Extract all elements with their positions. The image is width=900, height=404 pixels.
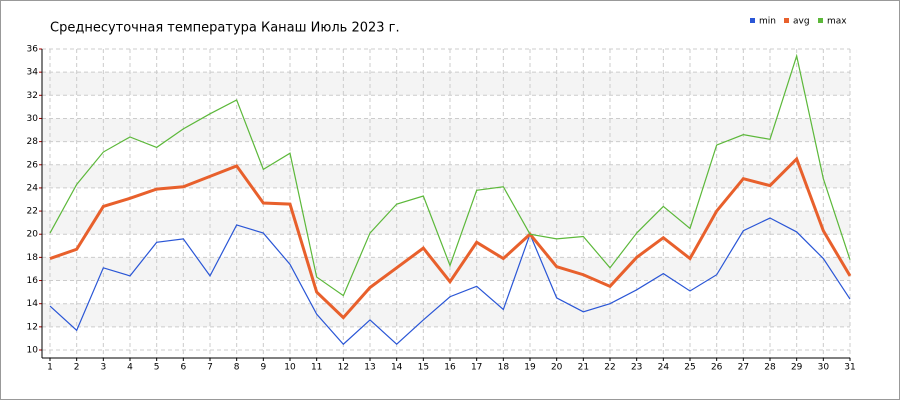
y-tick-label: 24 — [27, 183, 39, 193]
x-tick-label: 22 — [604, 363, 615, 373]
y-tick-label: 20 — [27, 230, 39, 240]
x-tick-label: 31 — [844, 363, 855, 373]
x-tick-label: 30 — [818, 363, 830, 373]
x-tick-label: 11 — [311, 363, 322, 373]
y-tick-label: 32 — [27, 91, 38, 101]
y-tick-label: 16 — [27, 276, 39, 286]
x-tick-label: 4 — [127, 363, 133, 373]
x-tick-label: 24 — [658, 363, 670, 373]
legend-swatch — [818, 18, 823, 23]
x-tick-label: 27 — [738, 363, 749, 373]
x-tick-label: 17 — [471, 363, 482, 373]
grid-band — [42, 164, 850, 188]
y-tick-label: 12 — [27, 322, 38, 332]
y-tick-label: 34 — [27, 68, 39, 78]
x-tick-label: 16 — [444, 363, 456, 373]
x-tick-label: 5 — [154, 363, 160, 373]
series-line — [49, 156, 852, 320]
x-tick-label: 6 — [180, 363, 186, 373]
x-tick-label: 20 — [551, 363, 563, 373]
y-tick-label: 22 — [27, 207, 38, 217]
legend-label: min — [759, 17, 776, 27]
x-tick-label: 1 — [47, 363, 53, 373]
y-tick-label: 26 — [27, 160, 39, 170]
legend-swatch — [784, 18, 789, 23]
legend-swatch — [750, 18, 755, 23]
grid-band — [42, 118, 850, 142]
y-tick-label: 28 — [27, 137, 39, 147]
x-tick-label: 12 — [338, 363, 349, 373]
x-tick-label: 19 — [524, 363, 536, 373]
x-tick-label: 10 — [284, 363, 296, 373]
series-line — [49, 217, 851, 346]
x-tick-label: 13 — [364, 363, 375, 373]
x-tick-label: 25 — [684, 363, 695, 373]
x-tick-label: 29 — [791, 363, 803, 373]
x-tick-label: 15 — [418, 363, 429, 373]
x-tick-label: 23 — [631, 363, 642, 373]
x-tick-label: 21 — [578, 363, 589, 373]
x-tick-label: 18 — [498, 363, 510, 373]
x-tick-label: 28 — [764, 363, 776, 373]
series-line — [49, 53, 851, 297]
y-tick-label: 36 — [27, 45, 39, 55]
grid-band — [42, 257, 850, 281]
x-tick-label: 9 — [260, 363, 266, 373]
chart-title: Среднесуточная температура Канаш Июль 20… — [50, 21, 400, 36]
y-tick-label: 14 — [27, 299, 39, 309]
legend-label: avg — [793, 17, 810, 27]
x-tick-label: 8 — [234, 363, 240, 373]
y-tick-label: 10 — [27, 346, 39, 356]
grid-band — [42, 211, 850, 235]
x-tick-label: 14 — [391, 363, 403, 373]
x-tick-label: 3 — [100, 363, 106, 373]
x-tick-label: 26 — [711, 363, 723, 373]
grid-band — [42, 72, 850, 96]
grid-band — [42, 303, 850, 327]
x-tick-label: 2 — [74, 363, 80, 373]
y-tick-label: 30 — [27, 114, 39, 124]
legend-label: max — [827, 17, 847, 27]
x-tick-label: 7 — [207, 363, 213, 373]
y-tick-label: 18 — [27, 253, 39, 263]
